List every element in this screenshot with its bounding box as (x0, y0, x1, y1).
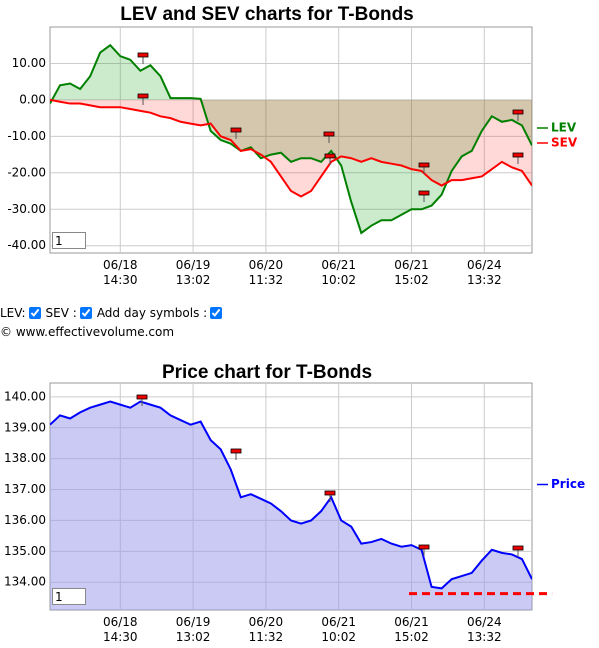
line (50, 400, 532, 590)
legend-label: LEV (551, 121, 577, 135)
y-tick-label: -40.00 (7, 238, 46, 252)
checkbox[interactable] (79, 307, 92, 319)
y-tick-label: -30.00 (7, 202, 46, 216)
zoom-input[interactable] (52, 588, 86, 605)
x-tick-label-line: 11:32 (249, 273, 284, 287)
x-tick-label-line: 06/18 (103, 258, 138, 272)
checkbox[interactable] (28, 307, 41, 319)
x-tick-label: 06/18 14:30 (103, 258, 138, 287)
controls: LEV: SEV : Add day symbols : (0, 306, 225, 320)
y-tick-label: 134.00 (4, 575, 46, 589)
x-tick-label-line: 14:30 (103, 630, 138, 644)
x-tick-label-line: 06/21 (394, 615, 429, 629)
x-tick-label-line: 06/18 (103, 615, 138, 629)
x-tick-label-line: 14:30 (103, 273, 138, 287)
y-tick-label: -10.00 (7, 129, 46, 143)
x-tick-label-line: 11:32 (249, 630, 284, 644)
legend-label: Price (551, 477, 585, 491)
x-tick-label: 06/20 11:32 (249, 615, 284, 644)
x-tick-label-line: 13:32 (467, 630, 502, 644)
x-tick-label-line: 06/24 (467, 258, 502, 272)
y-tick-label: 139.00 (4, 420, 46, 434)
x-tick-label-line: 06/21 (394, 258, 429, 272)
y-tick-label: 135.00 (4, 544, 46, 558)
y-tick-label: 0.00 (19, 92, 46, 106)
y-tick-label: 10.00 (12, 56, 46, 70)
x-tick-label-line: 13:02 (176, 630, 211, 644)
chart-title: Price chart for T-Bonds (162, 362, 372, 383)
area (50, 45, 532, 233)
x-tick-label-line: 06/20 (249, 258, 284, 272)
control-label: Add day symbols : (96, 306, 208, 320)
control-label: LEV: (0, 306, 26, 320)
x-tick-label: 06/24 13:32 (467, 258, 502, 287)
x-tick-label-line: 06/19 (176, 258, 211, 272)
x-tick-label: 06/19 13:02 (176, 615, 211, 644)
x-tick-label-line: 06/20 (249, 615, 284, 629)
legend-label: SEV (551, 136, 578, 150)
x-tick-label: 06/19 13:02 (176, 258, 211, 287)
x-tick-label-line: 13:02 (176, 273, 211, 287)
zoom-input[interactable] (52, 232, 86, 249)
area (50, 401, 532, 610)
line (50, 98, 532, 198)
footer: © www.effectivevolume.com (0, 325, 175, 339)
area (50, 99, 532, 197)
plot-area (49, 26, 533, 254)
y-tick-label: 138.00 (4, 451, 46, 465)
y-tick-label: 140.00 (4, 389, 46, 403)
x-tick-label-line: 13:32 (467, 273, 502, 287)
x-tick-label-line: 10:02 (321, 630, 356, 644)
control-label: SEV : (45, 306, 77, 320)
y-tick-label: 136.00 (4, 513, 46, 527)
x-tick-label: 06/21 10:02 (321, 615, 356, 644)
checkbox[interactable] (210, 307, 223, 319)
x-tick-label-line: 06/19 (176, 615, 211, 629)
x-tick-label: 06/21 10:02 (321, 258, 356, 287)
x-tick-label: 06/20 11:32 (249, 258, 284, 287)
x-tick-label-line: 10:02 (321, 273, 356, 287)
x-tick-label-line: 15:02 (394, 273, 429, 287)
y-tick-label: -20.00 (7, 165, 46, 179)
chart-title: LEV and SEV charts for T-Bonds (120, 4, 414, 25)
x-tick-label-line: 06/21 (321, 258, 356, 272)
x-tick-label-line: 06/24 (467, 615, 502, 629)
x-tick-label: 06/21 15:02 (394, 615, 429, 644)
line (50, 43, 532, 235)
x-tick-label-line: 06/21 (321, 615, 356, 629)
x-tick-label: 06/21 15:02 (394, 258, 429, 287)
x-tick-label: 06/24 13:32 (467, 615, 502, 644)
y-tick-label: 137.00 (4, 482, 46, 496)
x-tick-label-line: 15:02 (394, 630, 429, 644)
x-tick-label: 06/18 14:30 (103, 615, 138, 644)
